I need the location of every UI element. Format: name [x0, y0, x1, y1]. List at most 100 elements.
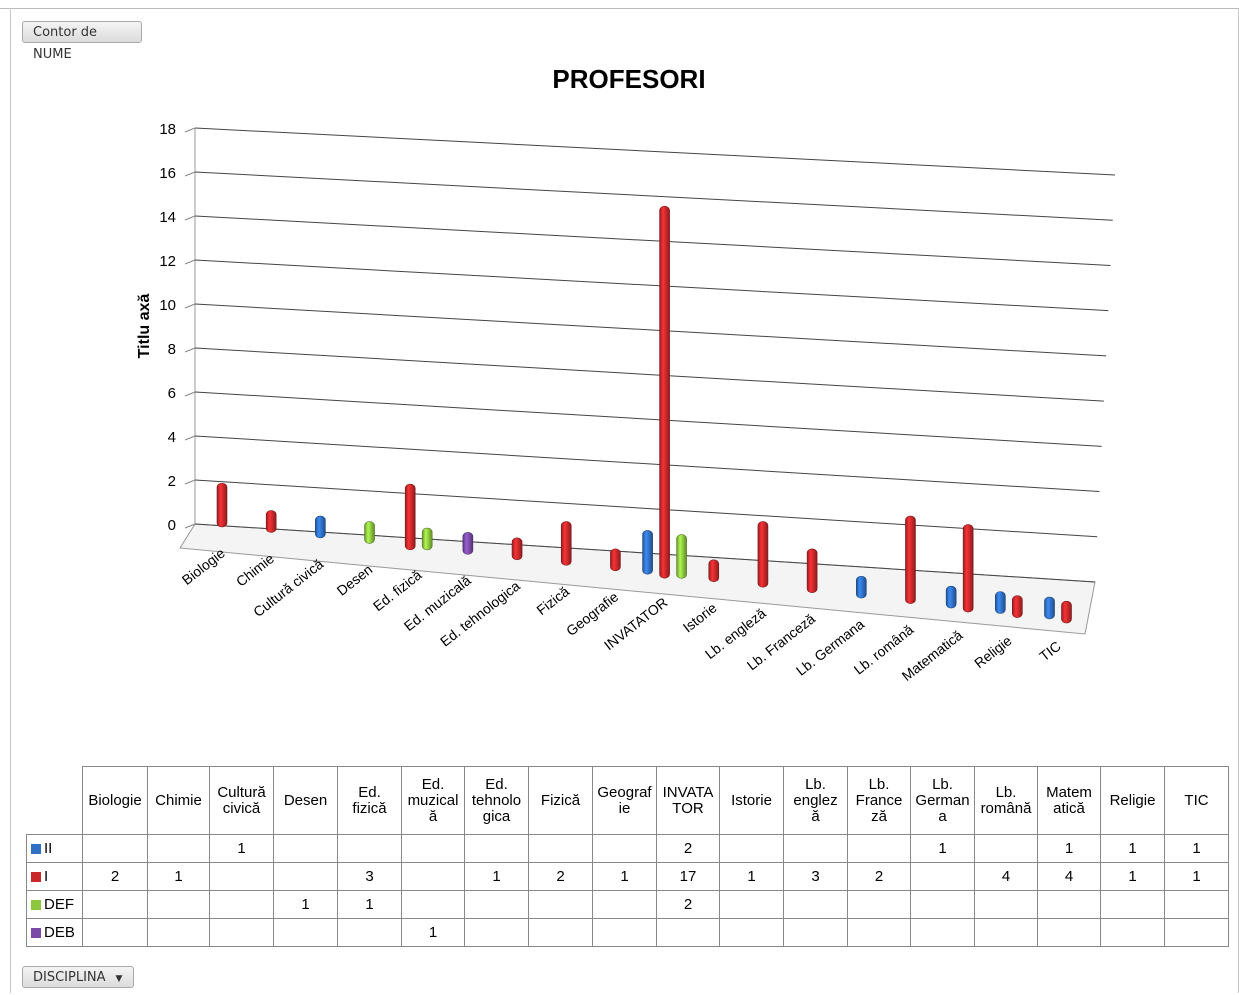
series-name: DEF — [44, 896, 74, 913]
table-row: DEF 1 1 2 — [26, 890, 1229, 919]
discipline-filter-label: DISCIPLINA — [33, 970, 106, 985]
table-cell — [528, 918, 593, 947]
legend-key: II — [26, 834, 83, 863]
y-tick-label: 14 — [159, 209, 176, 226]
table-cell: 1 — [337, 890, 402, 919]
table-cell: 1 — [1100, 834, 1165, 863]
table-cell — [209, 890, 274, 919]
y-tick-mark — [184, 435, 196, 441]
bar — [421, 527, 433, 551]
legend-swatch-icon — [31, 872, 41, 882]
table-cell — [1164, 918, 1229, 947]
table-cell — [273, 918, 338, 947]
table-cell — [974, 890, 1038, 919]
gridline — [194, 215, 1111, 266]
bar — [945, 585, 957, 609]
x-tick-label: Desen — [334, 561, 376, 599]
legend-swatch-icon — [31, 928, 41, 938]
table-cell — [847, 918, 911, 947]
y-tick-mark — [184, 127, 196, 133]
y-tick-label: 8 — [168, 341, 176, 358]
table-cell — [656, 918, 720, 947]
table-cell — [82, 890, 148, 919]
table-cell: 2 — [82, 862, 148, 891]
bar — [462, 532, 474, 555]
bar — [659, 205, 670, 579]
table-cell — [719, 918, 784, 947]
x-tick-label: Istorie — [680, 599, 720, 635]
bar — [1061, 600, 1072, 624]
table-cell: 1 — [273, 890, 338, 919]
bar — [806, 548, 818, 593]
table-cell — [464, 834, 529, 863]
table-cell — [910, 862, 975, 891]
legend-key: I — [26, 862, 83, 891]
table-cell — [147, 834, 210, 863]
value-field-button[interactable]: Contor de NUME — [22, 21, 142, 62]
table-header-row: Biologie Chimie Cultură civică Desen Ed. fizic… — [26, 766, 1229, 835]
legend-key: DEF — [26, 890, 83, 919]
bar — [676, 534, 687, 579]
table-cell — [1100, 918, 1165, 947]
legend-swatch-icon — [31, 900, 41, 910]
y-tick-label: 16 — [159, 165, 176, 182]
y-axis-title: Titlu axă — [136, 294, 153, 359]
table-cell: 1 — [464, 862, 529, 891]
column-header: Desen — [273, 766, 338, 835]
table-cell: 1 — [1164, 862, 1229, 891]
table-cell — [82, 834, 148, 863]
chart: 0 2 4 6 8 10 12 14 16 18 PROFESORI Titlu axă Biologi… — [136, 64, 1116, 684]
column-header: Ed. tehnolo gica — [464, 766, 529, 835]
table-cell: 4 — [974, 862, 1038, 891]
gridline — [194, 479, 1098, 538]
table-cell: 3 — [783, 862, 848, 891]
table-cell — [401, 834, 465, 863]
table-cell — [592, 918, 657, 947]
y-tick-mark — [184, 171, 196, 177]
table-cell — [783, 890, 848, 919]
table-cell — [910, 918, 975, 947]
series-name: II — [44, 840, 53, 857]
table-cell — [910, 890, 975, 919]
y-tick-mark — [184, 391, 196, 397]
table-cell — [974, 918, 1038, 947]
gridline — [194, 127, 1116, 176]
y-tick-label: 12 — [159, 253, 176, 270]
table-cell: 1 — [1100, 862, 1165, 891]
column-header: Ed. fizică — [337, 766, 402, 835]
column-header: Lb. German a — [910, 766, 975, 835]
gridline — [194, 347, 1104, 402]
table-cell — [847, 834, 911, 863]
gridline — [194, 391, 1102, 447]
table-cell: 1 — [592, 862, 657, 891]
y-tick-mark — [184, 347, 196, 353]
bar — [364, 521, 375, 544]
column-header: INVATA TOR — [656, 766, 720, 835]
y-tick-label: 18 — [159, 121, 176, 138]
table-cell: 17 — [656, 862, 720, 891]
y-tick-label: 2 — [168, 473, 176, 490]
discipline-filter-button[interactable]: DISCIPLINA ▼ — [22, 966, 134, 988]
table-cell: 1 — [910, 834, 975, 863]
table-cell: 1 — [1164, 834, 1229, 863]
y-tick-mark — [184, 479, 196, 485]
y-tick-label: 4 — [168, 429, 176, 446]
table-cell: 3 — [337, 862, 402, 891]
table-cell — [528, 890, 593, 919]
y-tick-mark — [184, 523, 196, 529]
table-cell: 2 — [528, 862, 593, 891]
bar — [1044, 596, 1055, 620]
table-cell: 1 — [209, 834, 274, 863]
x-tick-label: Religie — [971, 632, 1015, 671]
x-tick-label: TIC — [1036, 638, 1064, 664]
x-tick-label: Chimie — [233, 550, 277, 590]
table-cell — [401, 890, 465, 919]
gridline — [194, 435, 1100, 493]
table-cell: 4 — [1037, 862, 1101, 891]
table-cell: 1 — [1037, 834, 1101, 863]
table-cell — [592, 890, 657, 919]
table-corner-cell — [26, 766, 83, 835]
table-cell — [528, 834, 593, 863]
bar — [1012, 595, 1023, 618]
series-name: DEB — [44, 924, 75, 941]
